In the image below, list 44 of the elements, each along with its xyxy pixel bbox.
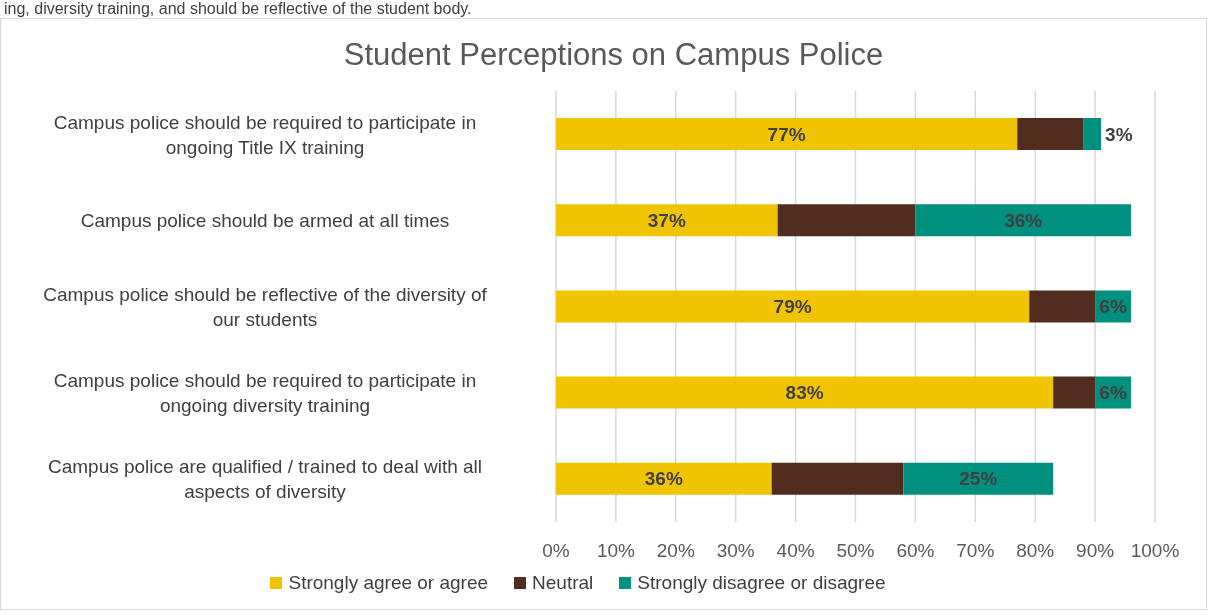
y-tick-label: Campus police should be armed at all times	[80, 209, 450, 231]
legend-label: Strongly disagree or disagree	[637, 572, 886, 594]
data-label: 79%	[773, 295, 812, 317]
x-tick-label: 0%	[542, 540, 570, 562]
x-tick-label: 30%	[716, 540, 755, 562]
data-label: 3%	[1105, 123, 1133, 145]
bar	[556, 204, 778, 237]
bar	[556, 290, 1030, 323]
bar	[777, 204, 916, 237]
y-tick-label: Campus police are qualified / trained to deal with all aspects of diversity	[47, 455, 483, 502]
x-tick-label: 20%	[656, 540, 695, 562]
x-tick-label: 70%	[956, 540, 995, 562]
bar	[1017, 118, 1084, 150]
data-label: 6%	[1099, 382, 1127, 404]
x-tick-label: 100%	[1130, 540, 1180, 562]
bar	[556, 376, 1054, 409]
x-tick-label: 80%	[1016, 540, 1055, 562]
x-tick-label: 10%	[596, 540, 636, 562]
chart-title: Student Perceptions on Campus Police	[342, 37, 885, 74]
data-label: 77%	[767, 123, 806, 145]
bar	[1029, 290, 1096, 323]
data-label: 83%	[785, 382, 824, 404]
x-tick-label: 90%	[1076, 540, 1115, 562]
bar	[903, 462, 1054, 495]
x-tick-label: 50%	[836, 540, 875, 562]
text: ing, diversity training, and should be reflective of the student body.	[3, 0, 473, 18]
y-tick-label: Campus police should be required to participate in ongoing diversity training	[53, 369, 477, 416]
bar	[556, 462, 772, 495]
bar	[556, 118, 1018, 150]
data-label: 36%	[1004, 209, 1043, 231]
data-label: 37%	[647, 209, 686, 231]
x-tick-label: 40%	[776, 540, 815, 562]
x-tick-label: 60%	[896, 540, 935, 562]
bar	[771, 462, 904, 495]
y-tick-label: Campus police should be reflective of the diversity of our students	[43, 283, 488, 330]
bar	[1053, 376, 1096, 409]
data-label: 6%	[1099, 295, 1127, 317]
y-tick-label: Campus police should be required to participate in ongoing Title IX training	[53, 111, 477, 158]
data-label: 36%	[644, 468, 683, 490]
bar	[915, 204, 1132, 237]
legend-label: Neutral	[532, 572, 594, 594]
bar	[1083, 118, 1102, 150]
legend-label: Strongly agree or agree	[288, 572, 489, 594]
data-label: 25%	[959, 468, 998, 490]
